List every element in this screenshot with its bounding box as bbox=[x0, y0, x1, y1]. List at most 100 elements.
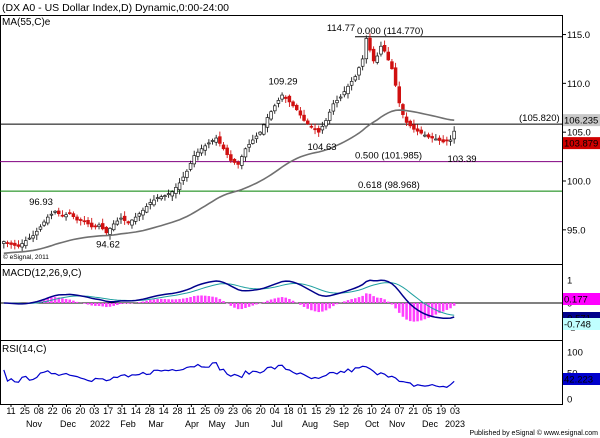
last-price-label: 106.235 bbox=[564, 116, 598, 127]
candle-body bbox=[452, 130, 456, 140]
price-tick-label: 100.0 bbox=[567, 177, 591, 188]
x-tick-label: 11 bbox=[6, 406, 15, 416]
candle-body bbox=[397, 86, 401, 104]
candle-body bbox=[78, 219, 83, 221]
candle-body bbox=[386, 51, 391, 61]
candle-body bbox=[155, 197, 160, 199]
last-price-label: 103.879 bbox=[564, 139, 598, 150]
candle-body bbox=[137, 213, 142, 217]
candle-body bbox=[316, 128, 321, 133]
swing-point-label: 94.62 bbox=[96, 240, 120, 251]
candle-body bbox=[357, 67, 361, 76]
candle-body bbox=[221, 144, 226, 150]
candle-body bbox=[338, 96, 343, 99]
x-tick-label: 22 bbox=[48, 406, 58, 416]
candle-body bbox=[207, 142, 211, 145]
candle-body bbox=[163, 195, 167, 197]
candle-body bbox=[390, 61, 394, 70]
candle-body bbox=[24, 240, 28, 247]
candle-body bbox=[287, 95, 292, 103]
candle-body bbox=[415, 128, 420, 132]
x-tick-label: 10 bbox=[367, 406, 377, 416]
candle-body bbox=[382, 45, 387, 52]
x-month-label: Feb bbox=[120, 419, 136, 429]
footer-publisher: Published by eSignal © www.esignal.com bbox=[469, 429, 598, 437]
x-tick-label: 25 bbox=[200, 406, 210, 416]
candle-body bbox=[93, 225, 98, 228]
candle-body bbox=[130, 219, 134, 226]
candle-body bbox=[86, 220, 90, 225]
x-month-label: Dec bbox=[422, 419, 439, 429]
rsi-last-value-box bbox=[563, 373, 600, 385]
candle-body bbox=[104, 226, 109, 234]
candle-body bbox=[20, 243, 24, 248]
candle-body bbox=[262, 124, 266, 135]
candle-body bbox=[53, 210, 57, 213]
rsi-last-value-label: 42.223 bbox=[564, 375, 593, 386]
x-month-label: Aug bbox=[302, 419, 318, 429]
x-tick-label: 14 bbox=[131, 406, 141, 416]
candle-body bbox=[254, 135, 259, 140]
candle-body bbox=[324, 120, 328, 127]
candle-body bbox=[196, 151, 200, 157]
candle-body bbox=[16, 244, 21, 247]
candle-body bbox=[60, 214, 65, 217]
x-tick-label: 25 bbox=[20, 406, 30, 416]
candle-body bbox=[258, 131, 262, 135]
candle-body bbox=[133, 216, 138, 222]
price-tick-label: 95.0 bbox=[567, 225, 586, 236]
candle-body bbox=[327, 111, 332, 121]
x-month-label: Jul bbox=[271, 419, 283, 429]
candle-body bbox=[170, 191, 174, 197]
x-tick-label: 03 bbox=[89, 406, 99, 416]
candle-body bbox=[346, 85, 350, 95]
x-tick-label: 18 bbox=[283, 406, 293, 416]
x-month-label: Nov bbox=[26, 419, 43, 429]
x-tick-label: 28 bbox=[145, 406, 155, 416]
candle-body bbox=[225, 147, 229, 155]
candle-body bbox=[115, 220, 120, 225]
candle-body bbox=[27, 237, 32, 240]
candle-body bbox=[280, 94, 284, 100]
candle-body bbox=[426, 134, 431, 138]
candle-body bbox=[236, 161, 240, 165]
candle-body bbox=[35, 230, 39, 236]
x-tick-label: 29 bbox=[325, 406, 335, 416]
candle-body bbox=[364, 38, 369, 60]
candle-body bbox=[166, 193, 171, 196]
candle-body bbox=[342, 91, 347, 96]
x-tick-label: 06 bbox=[61, 406, 71, 416]
candle-body bbox=[434, 138, 438, 141]
candle-body bbox=[298, 110, 303, 116]
candle-body bbox=[393, 67, 398, 86]
candle-body bbox=[353, 76, 358, 81]
candle-body bbox=[240, 156, 244, 166]
macd-last-value-box bbox=[563, 293, 600, 305]
candle-body bbox=[419, 129, 423, 134]
resistance-level-label: (105.820) bbox=[519, 113, 560, 124]
last-price-box bbox=[563, 114, 600, 127]
x-tick-label: 17 bbox=[103, 406, 113, 416]
candle-body bbox=[122, 215, 127, 221]
candle-body bbox=[9, 242, 13, 245]
candle-body bbox=[251, 139, 255, 144]
swing-point-label: 114.77 bbox=[327, 23, 355, 34]
candle-body bbox=[291, 101, 295, 107]
candle-body bbox=[185, 170, 189, 178]
candle-body bbox=[13, 242, 17, 246]
x-month-label: May bbox=[208, 419, 226, 429]
candle-body bbox=[265, 117, 270, 128]
candle-body bbox=[423, 134, 427, 137]
candle-body bbox=[144, 206, 149, 213]
macd-last-value-box bbox=[563, 318, 600, 330]
candle-body bbox=[97, 224, 101, 227]
candle-body bbox=[38, 226, 43, 230]
candle-body bbox=[89, 222, 94, 228]
candle-body bbox=[284, 96, 288, 99]
swing-point-label: 103.39 bbox=[447, 154, 476, 165]
candle-body bbox=[448, 139, 453, 142]
fib-level-0-label: 0.000 (114.770) bbox=[357, 26, 423, 37]
candle-body bbox=[64, 214, 68, 218]
x-tick-label: 23 bbox=[228, 406, 238, 416]
x-month-label: Apr bbox=[185, 419, 199, 429]
